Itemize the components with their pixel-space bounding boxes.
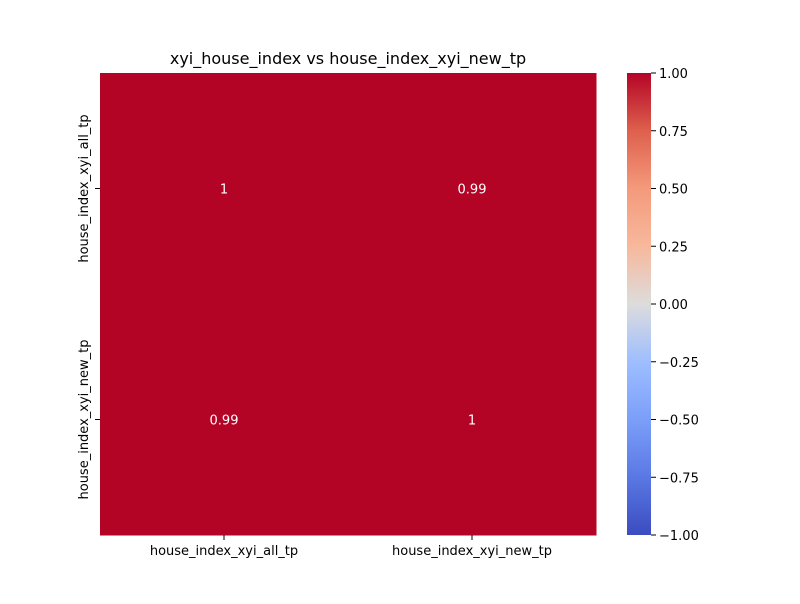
colorbar-tick-label: −0.25 (659, 356, 699, 371)
x-tick-label: house_index_xyi_all_tp (150, 544, 298, 559)
y-tick-label: house_index_xyi_new_tp (77, 340, 92, 500)
heatmap-cells: 1 0.99 0.99 1 (100, 73, 597, 536)
colorbar-tick-label: 1.00 (659, 67, 688, 82)
cell-annotation: 0.99 (458, 183, 487, 198)
cell-annotation: 1 (220, 183, 228, 198)
colorbar-tick-label: 0.00 (659, 298, 688, 313)
y-tick-label: house_index_xyi_all_tp (77, 114, 92, 262)
heatmap-cell (348, 304, 597, 536)
colorbar-tick-label: −1.00 (659, 529, 699, 544)
y-axis: house_index_xyi_all_tp house_index_xyi_ne… (77, 114, 100, 500)
heatmap-cell (348, 73, 597, 305)
cell-annotation: 0.99 (210, 414, 239, 429)
heatmap-cell (100, 73, 349, 305)
colorbar-ticks: 1.00 0.75 0.50 0.25 0.00 −0.25 −0.50 −0.75 −1.00 (651, 67, 699, 544)
colorbar-tick-label: 0.25 (659, 240, 688, 255)
colorbar-tick-label: 0.50 (659, 183, 688, 198)
x-tick-label: house_index_xyi_new_tp (392, 544, 552, 559)
chart-title: xyi_house_index vs house_index_xyi_new_t… (170, 49, 526, 69)
x-axis: house_index_xyi_all_tp house_index_xyi_ne… (150, 535, 552, 559)
colorbar-tick-label: 0.75 (659, 125, 688, 140)
cell-annotation: 1 (468, 414, 476, 429)
colorbar (627, 73, 651, 535)
colorbar-tick-label: −0.50 (659, 414, 699, 429)
heatmap-cell (100, 304, 349, 536)
colorbar-tick-label: −0.75 (659, 471, 699, 486)
